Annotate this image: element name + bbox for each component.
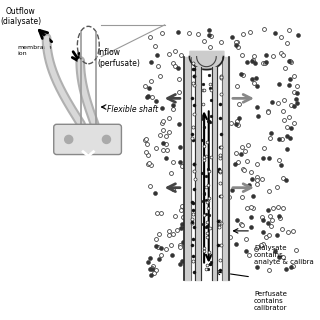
Text: Dialysate
contains
analyte & calibra: Dialysate contains analyte & calibra — [254, 245, 314, 265]
Text: Perfusate
contains
calibrator: Perfusate contains calibrator — [254, 292, 287, 311]
Text: Flexible shaft: Flexible shaft — [107, 105, 158, 114]
Circle shape — [65, 135, 73, 143]
Text: membrane
ion: membrane ion — [18, 45, 52, 56]
Text: Outflow
(dialysate): Outflow (dialysate) — [0, 7, 41, 26]
Circle shape — [102, 135, 110, 143]
FancyBboxPatch shape — [54, 124, 121, 155]
Text: Inflow
(perfusate): Inflow (perfusate) — [98, 48, 140, 68]
